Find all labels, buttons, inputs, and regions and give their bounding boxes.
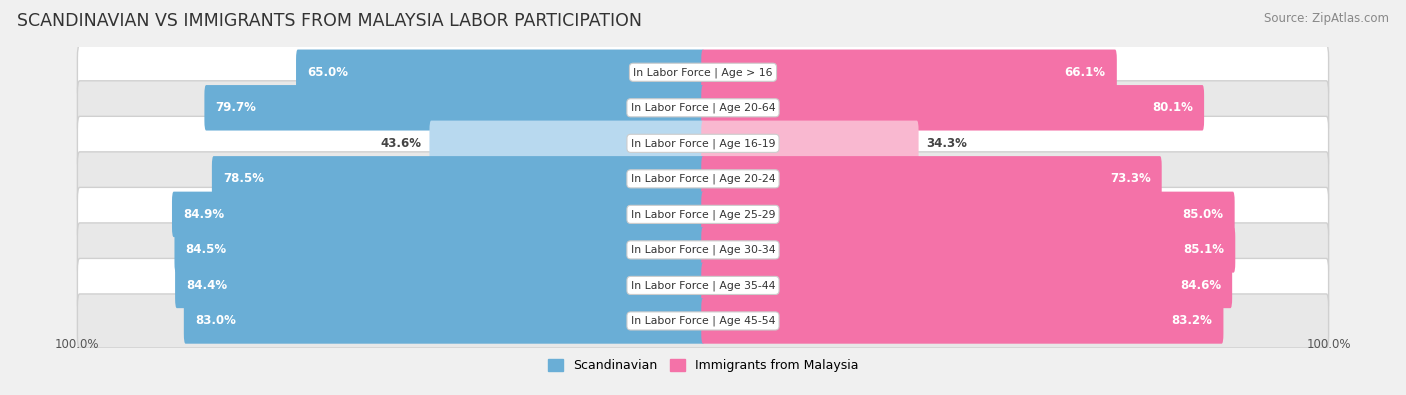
FancyBboxPatch shape [77,81,1329,135]
FancyBboxPatch shape [172,192,704,237]
FancyBboxPatch shape [77,116,1329,170]
FancyBboxPatch shape [184,298,704,344]
Text: Source: ZipAtlas.com: Source: ZipAtlas.com [1264,12,1389,25]
Text: In Labor Force | Age 25-29: In Labor Force | Age 25-29 [631,209,775,220]
FancyBboxPatch shape [702,227,1236,273]
FancyBboxPatch shape [702,49,1116,95]
Text: 84.6%: 84.6% [1180,279,1220,292]
Text: 65.0%: 65.0% [307,66,349,79]
FancyBboxPatch shape [77,294,1329,348]
Text: 84.4%: 84.4% [186,279,228,292]
Text: In Labor Force | Age 45-54: In Labor Force | Age 45-54 [631,316,775,326]
FancyBboxPatch shape [77,223,1329,277]
FancyBboxPatch shape [429,120,704,166]
Text: 100.0%: 100.0% [1306,338,1351,350]
Text: 66.1%: 66.1% [1064,66,1105,79]
FancyBboxPatch shape [702,298,1223,344]
FancyBboxPatch shape [204,85,704,130]
Text: 85.1%: 85.1% [1184,243,1225,256]
Text: 79.7%: 79.7% [215,101,256,114]
FancyBboxPatch shape [297,49,704,95]
Text: In Labor Force | Age 16-19: In Labor Force | Age 16-19 [631,138,775,149]
FancyBboxPatch shape [212,156,704,201]
FancyBboxPatch shape [77,258,1329,312]
FancyBboxPatch shape [702,263,1232,308]
Text: 34.3%: 34.3% [927,137,967,150]
Text: 83.0%: 83.0% [195,314,236,327]
Text: 43.6%: 43.6% [381,137,422,150]
Text: 100.0%: 100.0% [55,338,100,350]
FancyBboxPatch shape [702,156,1161,201]
Text: In Labor Force | Age 20-64: In Labor Force | Age 20-64 [631,103,775,113]
FancyBboxPatch shape [174,227,704,273]
Text: In Labor Force | Age > 16: In Labor Force | Age > 16 [633,67,773,77]
Text: In Labor Force | Age 30-34: In Labor Force | Age 30-34 [631,245,775,255]
FancyBboxPatch shape [77,152,1329,206]
FancyBboxPatch shape [77,45,1329,99]
Text: 80.1%: 80.1% [1152,101,1194,114]
Text: 84.9%: 84.9% [183,208,224,221]
Text: 78.5%: 78.5% [224,172,264,185]
Text: In Labor Force | Age 35-44: In Labor Force | Age 35-44 [631,280,775,291]
Legend: Scandinavian, Immigrants from Malaysia: Scandinavian, Immigrants from Malaysia [543,354,863,377]
FancyBboxPatch shape [702,85,1204,130]
FancyBboxPatch shape [702,120,918,166]
FancyBboxPatch shape [702,192,1234,237]
Text: 73.3%: 73.3% [1109,172,1150,185]
Text: 83.2%: 83.2% [1171,314,1212,327]
FancyBboxPatch shape [77,187,1329,241]
FancyBboxPatch shape [176,263,704,308]
Text: 85.0%: 85.0% [1182,208,1223,221]
Text: 84.5%: 84.5% [186,243,226,256]
Text: In Labor Force | Age 20-24: In Labor Force | Age 20-24 [631,173,775,184]
Text: SCANDINAVIAN VS IMMIGRANTS FROM MALAYSIA LABOR PARTICIPATION: SCANDINAVIAN VS IMMIGRANTS FROM MALAYSIA… [17,12,643,30]
